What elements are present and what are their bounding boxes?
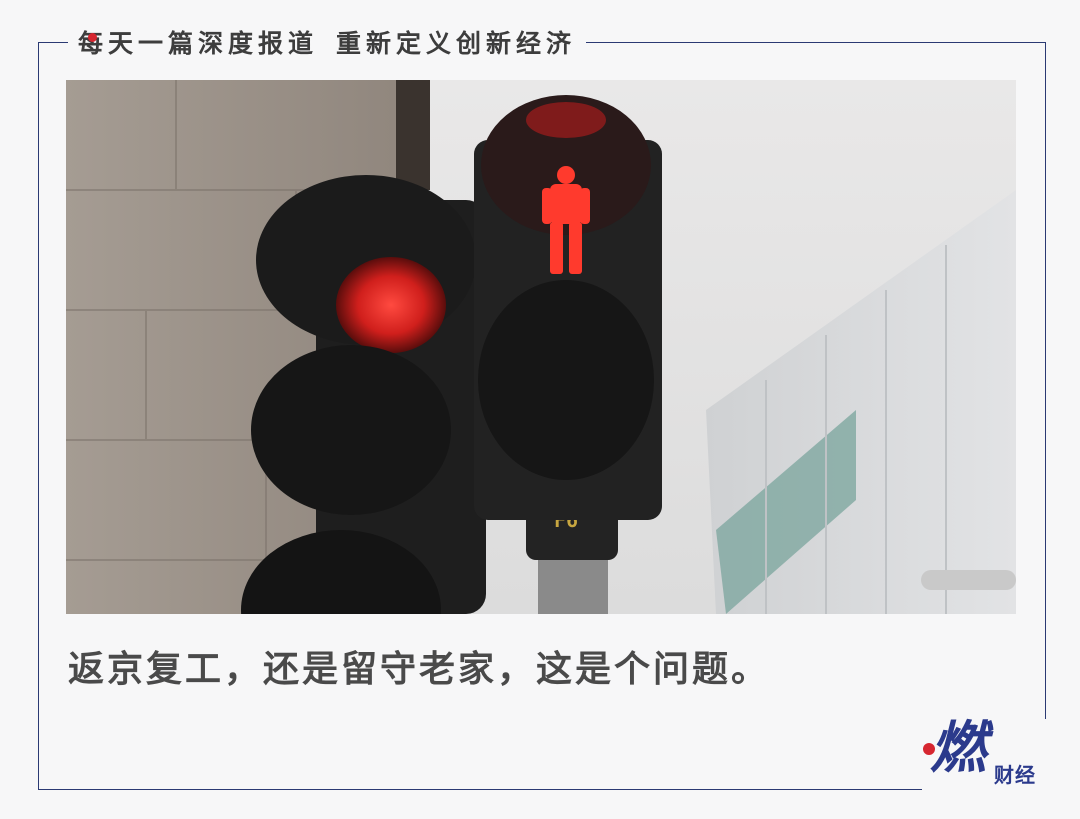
- slogan-dot-icon: [88, 33, 97, 42]
- slogan-part-1: 每天一篇深度报道: [78, 29, 319, 58]
- logo-name: 财经: [994, 763, 1036, 787]
- headline: 返京复工，还是留守老家，这是个问题。: [68, 649, 771, 690]
- logo-dot-icon: [923, 743, 935, 755]
- traffic-light-photo: F6: [66, 80, 1016, 614]
- header-slogan: 每天一篇深度报道 重新定义创新经济: [68, 22, 587, 62]
- slogan-part-2: 重新定义创新经济: [336, 29, 577, 58]
- logo-mark: 燃: [930, 716, 986, 781]
- brand-logo: 燃 财经: [922, 719, 1052, 795]
